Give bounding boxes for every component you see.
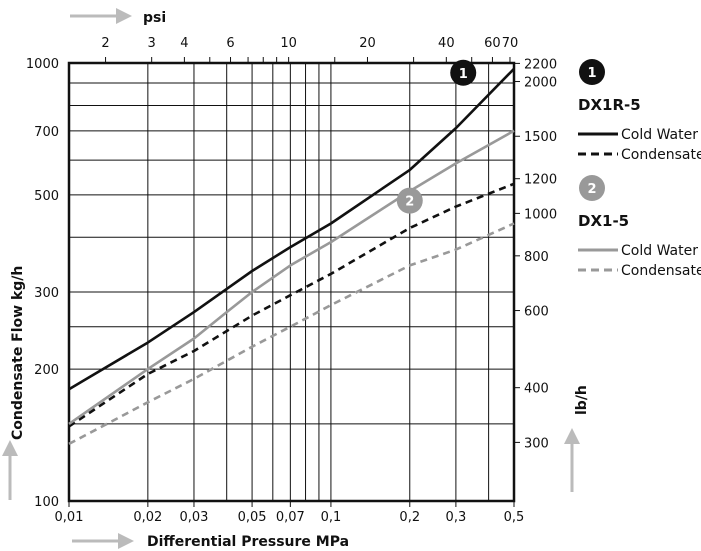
psi-tick-label: 2 bbox=[101, 36, 109, 51]
legend-badge bbox=[579, 175, 605, 201]
y-tick-label: 300 bbox=[34, 286, 59, 301]
x-tick-label: 0,1 bbox=[321, 510, 342, 525]
series-badge bbox=[396, 187, 423, 214]
legend: 1 DX1R-5 Cold Water Condensate 2 DX1-5 Cold Wa… bbox=[578, 59, 701, 279]
legend-group-title: DX1R-5 bbox=[578, 96, 641, 114]
series-line-dx1r-5-condensate bbox=[68, 182, 515, 428]
arrow-icon bbox=[116, 8, 132, 24]
psi-tick-label: 4 bbox=[180, 36, 188, 51]
x-tick-label: 0,07 bbox=[276, 510, 305, 525]
legend-group-title: DX1-5 bbox=[578, 212, 629, 230]
psi-tick-label: 10 bbox=[280, 36, 297, 51]
x-tick-label: 0,5 bbox=[504, 510, 525, 525]
y-tick-label: 700 bbox=[34, 125, 59, 140]
lbh-tick-label: 1000 bbox=[524, 207, 557, 222]
x-tick-label: 0,3 bbox=[446, 510, 467, 525]
legend-item-label: Condensate bbox=[621, 263, 701, 279]
lbh-tick-label: 400 bbox=[524, 382, 549, 397]
lbh-tick-label: 1200 bbox=[524, 173, 557, 188]
legend-item-label: Cold Water bbox=[621, 127, 698, 143]
y-tick-label: 1000 bbox=[26, 57, 59, 72]
lbh-axis-title: lb/h bbox=[574, 385, 590, 415]
y-tick-label: 100 bbox=[34, 495, 59, 510]
y-tick-label: 200 bbox=[34, 363, 59, 378]
lbh-tick-label: 800 bbox=[524, 250, 549, 265]
plot-area bbox=[67, 61, 516, 503]
lbh-tick-label: 2200 bbox=[524, 57, 557, 72]
series-layer: 12 bbox=[68, 59, 515, 446]
x-tick-label: 0,01 bbox=[55, 510, 84, 525]
arrow-icon bbox=[564, 428, 580, 444]
psi-tick-label: 70 bbox=[502, 36, 519, 51]
psi-tick-label: 60 bbox=[484, 36, 501, 51]
legend-badge-label: 1 bbox=[587, 66, 596, 81]
series-line-dx1-5-cold-water bbox=[68, 129, 515, 425]
legend-badge-label: 2 bbox=[587, 182, 596, 197]
psi-tick-label: 6 bbox=[226, 36, 234, 51]
series-badge-label: 2 bbox=[405, 195, 414, 210]
arrow-icon bbox=[2, 440, 18, 456]
legend-item-label: Cold Water bbox=[621, 243, 698, 259]
series-line-dx1r-5-cold-water bbox=[68, 67, 515, 391]
legend-item-label: Condensate bbox=[621, 147, 701, 163]
lbh-tick-label: 300 bbox=[524, 436, 549, 451]
lbh-tick-label: 2000 bbox=[524, 76, 557, 91]
plot-frame bbox=[67, 61, 516, 503]
series-line-dx1-5-condensate bbox=[68, 222, 515, 446]
x-axis-title: Differential Pressure MPa bbox=[147, 534, 349, 550]
axes: 0,01 0,02 0,03 0,05 0,07 0,1 0,2 0,3 0,5 100 200 30… bbox=[10, 10, 590, 550]
arrow-icon bbox=[118, 533, 134, 549]
y-axis-title: Condensate Flow kg/h bbox=[10, 266, 26, 440]
psi-tick-label: 20 bbox=[359, 36, 376, 51]
psi-axis-title: psi bbox=[143, 10, 166, 26]
series-badge-label: 1 bbox=[459, 67, 468, 82]
psi-tick-label: 40 bbox=[438, 36, 455, 51]
legend-badge bbox=[579, 59, 605, 85]
x-tick-label: 0,02 bbox=[133, 510, 162, 525]
lbh-tick-label: 600 bbox=[524, 305, 549, 320]
x-tick-label: 0,05 bbox=[238, 510, 267, 525]
series-badge bbox=[450, 59, 477, 86]
x-tick-label: 0,2 bbox=[399, 510, 420, 525]
psi-tick-label: 3 bbox=[148, 36, 156, 51]
lbh-tick-label: 1500 bbox=[524, 130, 557, 145]
axis-arrows bbox=[2, 8, 580, 549]
x-tick-label: 0,03 bbox=[179, 510, 208, 525]
y-tick-label: 500 bbox=[34, 189, 59, 204]
